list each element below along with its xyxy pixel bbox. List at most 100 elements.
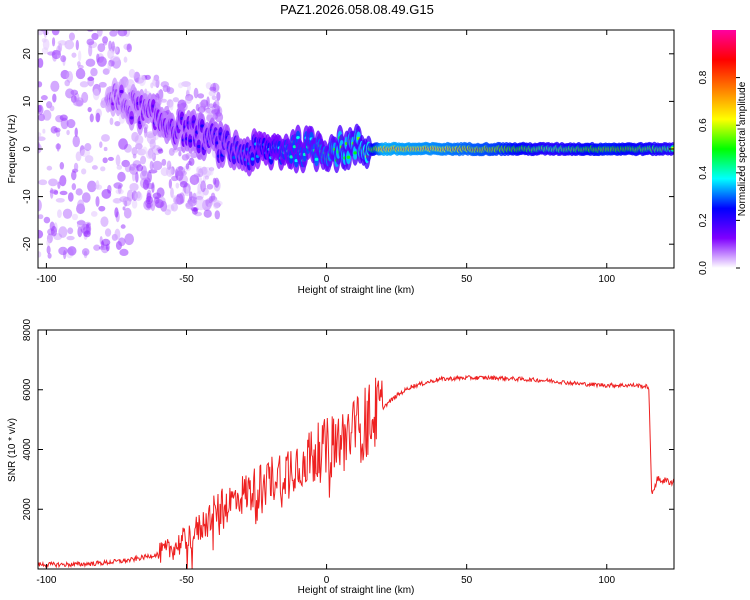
spectrogram-speckle: [204, 175, 210, 180]
spectrogram-speckle: [87, 180, 97, 193]
spectrogram-x-tick-label: -50: [179, 274, 194, 285]
spectrogram-y-ticks: -20 -10 0 10 20: [22, 48, 674, 251]
spectrogram-speckle: [60, 55, 67, 63]
spectrogram-speckle: [166, 160, 172, 170]
colorbar: 0.0 0.2 0.4 0.6 0.8 Normalized spectral ampl…: [698, 30, 748, 275]
spectrogram-speckle: [100, 216, 109, 227]
spectrogram-speckle: [113, 198, 120, 204]
ridge-core: [197, 144, 201, 149]
spectrogram-speckle: [190, 152, 198, 159]
spectrogram-speckle: [185, 186, 190, 197]
snr-y-tick-label: 8000: [22, 318, 33, 341]
spectrogram-speckle: [111, 41, 115, 52]
spectrogram-speckle: [195, 198, 206, 211]
spectrogram-speckle: [71, 213, 79, 221]
spectrogram-speckle: [75, 151, 82, 162]
spectrogram-speckle: [51, 49, 62, 60]
spectrogram-speckle: [103, 146, 108, 152]
spectrogram-speckle: [115, 154, 121, 167]
snr-x-tick-label: 50: [461, 575, 473, 586]
colorbar-gradient: [712, 30, 736, 268]
spectrogram-speckle: [49, 105, 55, 112]
spectrogram-speckle: [98, 205, 106, 212]
ridge-core: [289, 155, 294, 159]
spectrogram-speckle: [152, 192, 162, 200]
spectrogram-speckle: [41, 38, 47, 43]
ridge-core: [250, 157, 255, 161]
spectrogram-speckle: [145, 195, 153, 205]
spectrogram-speckle: [185, 153, 191, 160]
snr-x-tick-label: 100: [598, 575, 615, 586]
spectrogram-speckle: [75, 188, 83, 196]
spectrogram-speckle: [46, 239, 51, 247]
ridge-core: [296, 135, 300, 140]
spectrogram-speckle: [42, 109, 52, 121]
spectrogram-speckle: [208, 90, 216, 97]
spectrogram-speckle: [193, 87, 199, 99]
snr-x-ticks: -100 -50 0 50 100: [36, 330, 616, 586]
spectrogram-speckle: [46, 245, 51, 255]
spectrogram-speckle: [129, 182, 139, 192]
spectrogram-speckle: [42, 20, 51, 26]
snr-y-tick-label: 6000: [22, 378, 33, 401]
spectrogram-speckle: [71, 183, 77, 191]
snr-x-label: Height of straight line (km): [298, 585, 415, 596]
spectrogram-speckle: [164, 105, 170, 115]
spectrogram-speckle: [66, 119, 76, 129]
spectrogram-speckle: [38, 214, 44, 220]
spectrogram-speckle: [59, 175, 67, 187]
snr-panel: -100 -50 0 50 100 2000 4000 6000 8000 Height of…: [7, 318, 675, 596]
spectrogram-speckle: [185, 95, 192, 104]
spectrogram-speckle: [142, 146, 148, 155]
spectrogram-speckle: [212, 199, 220, 210]
spectrogram-speckle: [186, 84, 191, 92]
spectrogram-speckle: [67, 227, 74, 235]
spectrogram-speckle: [38, 104, 44, 115]
spectrogram-speckle: [131, 170, 136, 182]
spectrogram-speckle: [192, 192, 197, 201]
colorbar-tick-label: 0.2: [698, 213, 709, 227]
ridge-core: [200, 124, 204, 128]
spectrogram-speckle: [211, 95, 217, 101]
spectrogram-speckle: [38, 143, 42, 154]
spectrogram-speckle: [95, 196, 100, 207]
spectrogram-speckle: [101, 134, 110, 142]
spectrogram-speckle: [105, 243, 110, 252]
spectrogram-y-tick-label: 20: [22, 48, 33, 60]
spectrogram-speckle: [206, 183, 214, 190]
spectrogram-speckle: [76, 219, 86, 230]
spectrogram-speckle: [144, 74, 151, 80]
spectrogram-speckle: [73, 162, 79, 171]
spectrogram-speckle: [124, 22, 134, 28]
spectrogram-speckle: [98, 81, 107, 88]
spectrogram-speckle: [154, 199, 164, 209]
spectrogram-speckle: [84, 143, 92, 152]
spectrogram-speckle: [119, 248, 129, 257]
spectrogram-speckle: [90, 211, 98, 217]
spectrogram-speckle: [209, 166, 214, 176]
spectrogram-speckle: [38, 179, 48, 186]
spectrogram-speckle: [51, 37, 56, 47]
spectrogram-speckle: [178, 151, 182, 157]
spectrogram-speckle: [179, 180, 188, 188]
ridge-core: [314, 157, 319, 161]
spectrogram-speckle: [166, 87, 175, 95]
spectrogram-speckle: [81, 248, 90, 256]
spectrogram-speckle: [214, 210, 221, 220]
colorbar-ticks: 0.0 0.2 0.4 0.6 0.8: [698, 70, 740, 275]
spectrogram-speckle: [93, 30, 95, 31]
spectrogram-speckle: [136, 164, 144, 172]
spectrogram-speckle: [86, 38, 95, 46]
spectrogram-speckle: [107, 61, 112, 72]
spectrogram-speckle: [203, 209, 212, 218]
spectrogram-speckle: [149, 160, 154, 171]
spectrogram-speckle: [40, 95, 48, 101]
spectrogram-speckle: [104, 228, 112, 237]
spectrogram-blobs: [38, 20, 674, 260]
spectrogram-speckle: [90, 67, 98, 77]
snr-x-tick-label: 0: [324, 575, 330, 586]
spectrogram-speckle: [178, 82, 184, 89]
spectrogram-speckle: [64, 39, 75, 50]
